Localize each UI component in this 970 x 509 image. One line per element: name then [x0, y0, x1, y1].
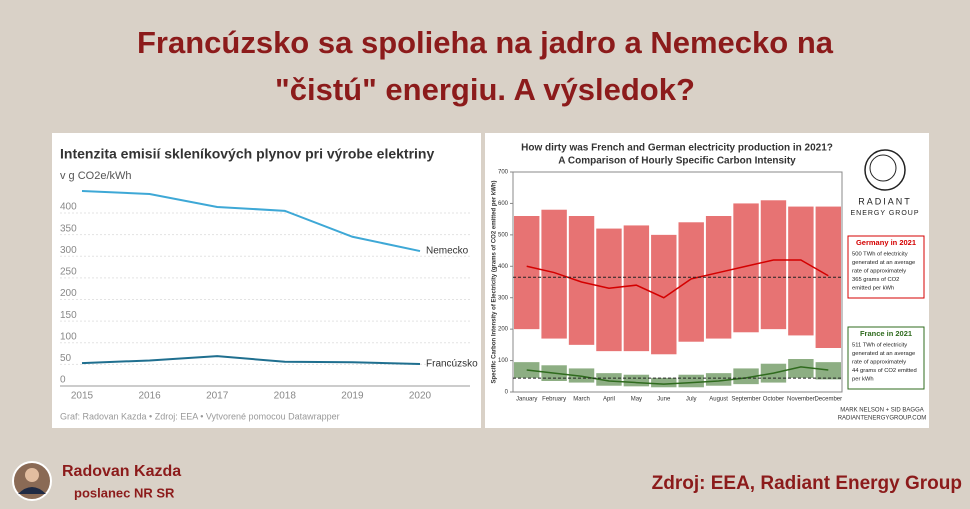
range-band	[788, 359, 814, 378]
y-tick-label: 300	[60, 245, 77, 256]
note-line: 511 TWh of electricity	[852, 343, 907, 349]
range-band	[651, 377, 677, 388]
x-tick-label: 2018	[274, 391, 297, 402]
note-line: generated at an average	[852, 260, 915, 266]
x-tick-label: 2016	[138, 391, 161, 402]
note-line: 500 TWh of electricity	[852, 252, 908, 258]
range-band	[596, 373, 622, 386]
x-tick-label: October	[763, 397, 784, 403]
series-line	[81, 189, 421, 253]
range-band	[596, 228, 622, 352]
note-line: rate of approximately	[852, 269, 906, 275]
note-line: rate of approximately	[852, 360, 906, 366]
logo-text: RADIANT	[858, 196, 912, 206]
range-band	[788, 206, 814, 336]
subtitle: A Comparison of Hourly Specific Carbon I…	[558, 156, 796, 167]
source: Zdroj: EEA, Radiant Energy Group	[652, 473, 962, 494]
credit: MARK NELSON + SID BAGGA	[840, 408, 924, 414]
x-tick-label: April	[603, 397, 615, 403]
x-tick-label: August	[709, 397, 728, 403]
note: Graf: Radovan Kazda • Zdroj: EEA • Vytvo…	[60, 411, 340, 421]
y-tick-label: 50	[60, 353, 72, 364]
x-tick-label: February	[542, 397, 566, 403]
avatar-face	[25, 468, 39, 482]
y-tick-label: 500	[498, 232, 509, 238]
note-title: Germany in 2021	[856, 238, 916, 247]
title: Francúzsko sa spolieha na jadro a Nemeck…	[137, 25, 834, 60]
note-line: per kWh	[852, 377, 874, 383]
y-tick-label: 100	[498, 358, 509, 364]
y-tick-label: 200	[60, 288, 77, 299]
author-name: Radovan Kazda	[62, 463, 181, 480]
title: "čistú" energiu. A výsledok?	[275, 72, 695, 107]
range-band	[678, 374, 704, 388]
left-panel	[52, 133, 481, 428]
y-tick-label: 150	[60, 310, 77, 321]
y-tick-label: 250	[60, 267, 77, 278]
range-band	[541, 209, 567, 339]
range-band	[678, 222, 704, 342]
y-tick-label: 0	[60, 375, 66, 386]
series-label: Francúzsko	[426, 359, 478, 370]
y-tick-label: 200	[498, 327, 509, 333]
logo-ring	[869, 154, 897, 182]
y-tick-label: 100	[60, 331, 77, 342]
x-tick-label: 2019	[341, 391, 364, 402]
range-band	[514, 216, 540, 330]
y-tick-label: 350	[60, 223, 77, 234]
x-tick-label: 2017	[206, 391, 229, 402]
y-tick-label: 400	[60, 202, 77, 213]
range-band	[815, 362, 841, 380]
note-line: 365 grams of CO2	[852, 277, 899, 283]
series-label: Nemecko	[426, 246, 469, 257]
range-band	[623, 225, 650, 352]
logo: RADIANT ENERGY GROUP	[850, 149, 919, 217]
logo-ring	[864, 149, 906, 191]
range-band	[568, 216, 595, 345]
series-line	[526, 366, 829, 385]
x-tick-label: 2020	[409, 391, 432, 402]
x-tick-label: May	[631, 397, 642, 403]
credit: RADIANTENERGYGROUP.COM	[838, 416, 927, 422]
subtitle: v g CO2e/kWh	[60, 170, 132, 182]
logo-text: ENERGY GROUP	[850, 210, 919, 217]
note-box	[847, 326, 925, 390]
x-tick-label: June	[657, 397, 671, 403]
y-tick-label: 300	[498, 295, 509, 301]
x-tick-label: March	[573, 397, 590, 403]
y-tick-label: 600	[498, 201, 509, 207]
y-tick-label: 0	[505, 390, 509, 396]
range-band	[568, 368, 595, 383]
note-line: emitted per kWh	[852, 286, 894, 292]
range-band	[623, 374, 650, 387]
range-band	[733, 368, 759, 385]
series-line	[81, 355, 421, 365]
plot-frame	[512, 171, 843, 393]
x-tick-label: November	[787, 397, 815, 403]
note-box	[847, 235, 925, 299]
y-tick-label: 400	[498, 264, 509, 270]
x-tick-label: September	[731, 397, 760, 403]
y-label: Specific Carbon Intensity of Electricity…	[492, 180, 498, 383]
note-line: generated at an average	[852, 351, 915, 357]
range-band	[651, 234, 677, 355]
x-tick-label: 2015	[71, 391, 94, 402]
range-band	[705, 373, 732, 386]
x-tick-label: December	[814, 397, 842, 403]
range-band	[760, 200, 787, 330]
x-tick-label: July	[686, 397, 697, 403]
avatar-body	[18, 487, 46, 494]
chart-title: How dirty was French and German electric…	[521, 143, 833, 154]
chart-title: Intenzita emisií skleníkových plynov pri…	[60, 146, 434, 162]
x-tick-label: January	[516, 397, 537, 403]
author-role: poslanec NR SR	[74, 485, 175, 500]
series-line	[526, 259, 829, 299]
y-tick-label: 700	[498, 170, 509, 176]
note-title: France in 2021	[860, 329, 912, 338]
note-line: 44 grams of CO2 emitted	[852, 368, 917, 374]
